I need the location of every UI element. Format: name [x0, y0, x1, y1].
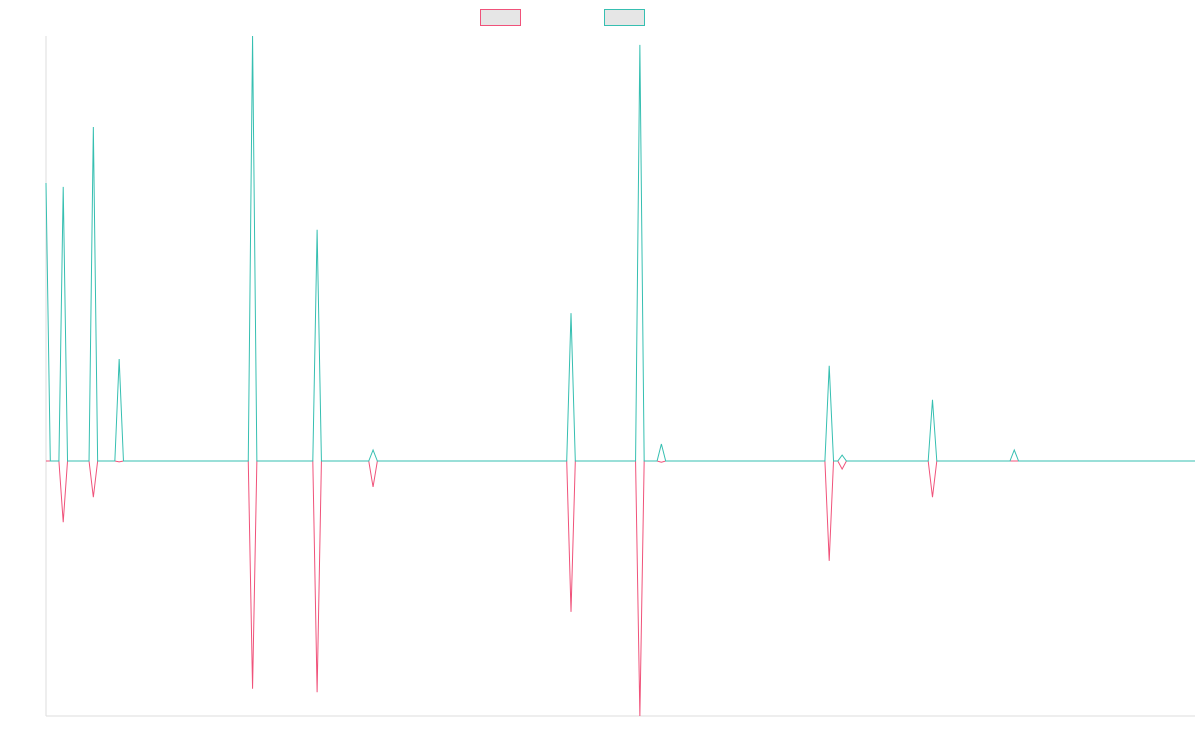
legend-swatch[interactable]	[604, 9, 645, 26]
series-line	[46, 460, 1195, 717]
legend-swatch[interactable]	[480, 9, 521, 26]
series-line	[45, 35, 1195, 462]
